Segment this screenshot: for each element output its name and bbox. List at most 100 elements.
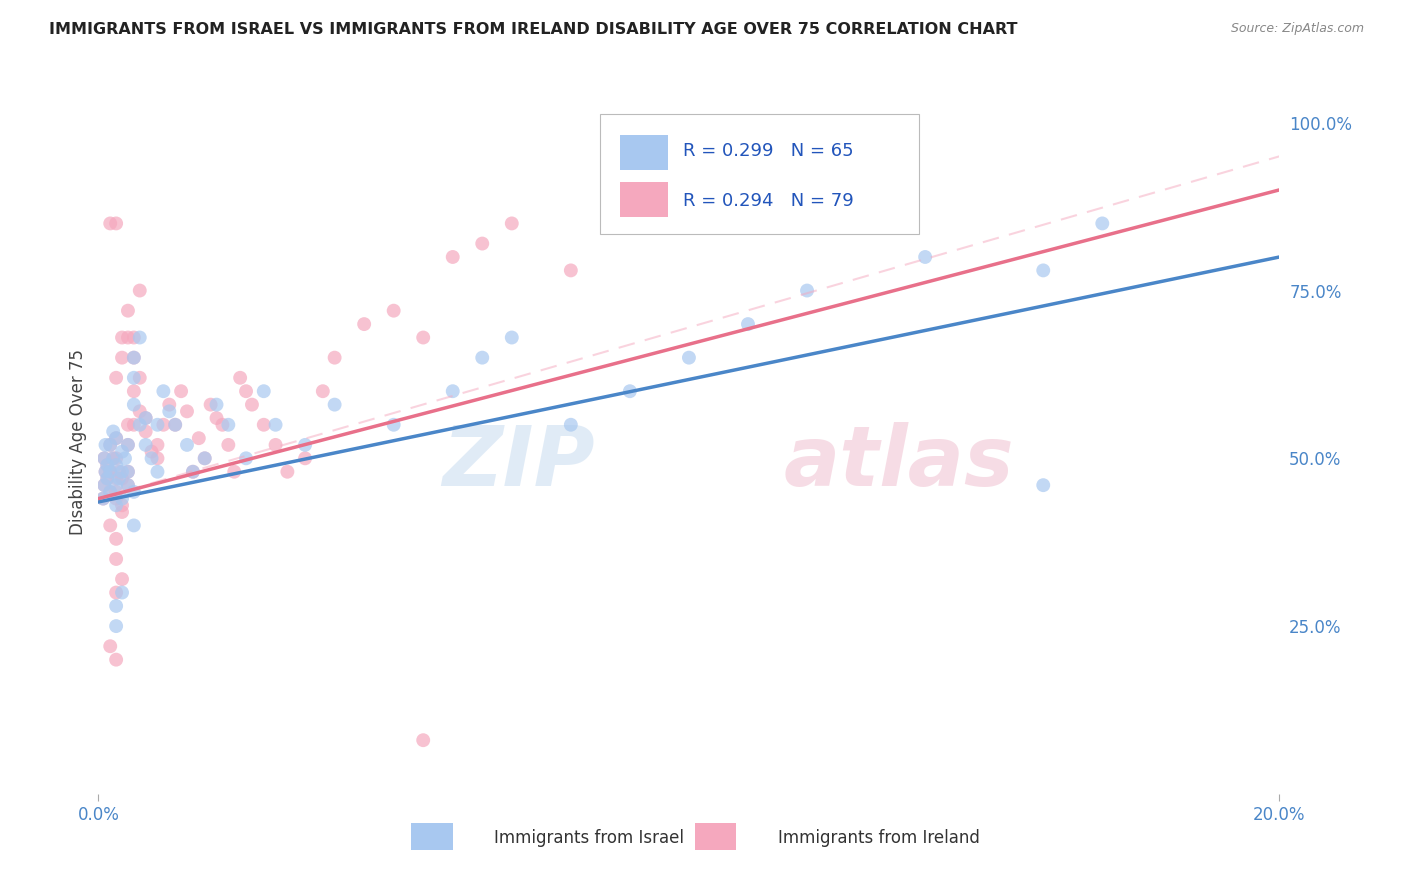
Point <box>93 451 115 466</box>
Point <box>105 451 128 466</box>
Point <box>412 733 434 747</box>
Point <box>157 404 180 418</box>
Point <box>181 465 204 479</box>
Point <box>501 330 523 344</box>
Point <box>152 417 174 432</box>
Point <box>105 619 128 633</box>
Point <box>135 411 157 425</box>
Point <box>1091 216 1114 230</box>
Point <box>103 451 125 466</box>
Point <box>229 371 252 385</box>
Point <box>105 491 128 506</box>
Point <box>157 398 180 412</box>
Point <box>122 484 145 499</box>
Point <box>105 585 128 599</box>
Point <box>796 284 818 298</box>
Point <box>122 371 145 385</box>
Point <box>98 484 121 499</box>
Point <box>146 417 169 432</box>
Bar <box>620 135 668 170</box>
Point <box>96 471 118 485</box>
Point <box>135 438 157 452</box>
Point <box>98 438 121 452</box>
Point <box>194 451 217 466</box>
Point <box>105 532 128 546</box>
Text: atlas: atlas <box>783 422 1014 503</box>
Point <box>737 317 759 331</box>
Point <box>98 465 121 479</box>
Point <box>105 653 128 667</box>
Point <box>176 404 198 418</box>
Point <box>176 438 198 452</box>
Point <box>117 330 139 344</box>
Text: R = 0.299   N = 65: R = 0.299 N = 65 <box>683 142 853 161</box>
Point <box>181 465 204 479</box>
Point <box>117 465 139 479</box>
Point <box>235 451 257 466</box>
Point <box>146 451 169 466</box>
Point <box>122 351 145 365</box>
Point <box>382 417 405 432</box>
Point <box>194 451 217 466</box>
Point <box>105 458 128 472</box>
Point <box>323 398 346 412</box>
Point <box>122 384 145 399</box>
Point <box>98 639 121 653</box>
Point <box>1032 478 1054 492</box>
Point <box>135 425 157 439</box>
Bar <box>695 823 737 850</box>
Point <box>108 471 131 485</box>
Point <box>187 431 209 445</box>
Point <box>96 458 118 472</box>
Point <box>128 330 150 344</box>
Point <box>441 384 464 399</box>
Point <box>111 330 134 344</box>
Point <box>146 438 169 452</box>
Point <box>240 398 263 412</box>
Point <box>105 478 128 492</box>
Point <box>111 471 134 485</box>
Point <box>98 465 121 479</box>
Point <box>152 384 174 399</box>
Point <box>441 250 464 264</box>
Point <box>105 599 128 613</box>
Point <box>253 384 276 399</box>
Point <box>264 417 287 432</box>
Point <box>111 585 134 599</box>
Point <box>146 465 169 479</box>
Point <box>165 417 187 432</box>
Point <box>117 465 139 479</box>
Point <box>501 216 523 230</box>
Point <box>560 417 582 432</box>
Point <box>98 518 121 533</box>
Text: ZIP: ZIP <box>441 422 595 503</box>
Point <box>105 431 128 445</box>
Point <box>114 451 136 466</box>
Point <box>98 438 121 452</box>
Point <box>105 498 128 512</box>
Point <box>170 384 193 399</box>
Point <box>105 552 128 566</box>
Point <box>165 417 187 432</box>
Point <box>1032 263 1054 277</box>
Point <box>353 317 375 331</box>
Point <box>323 351 346 365</box>
Point <box>111 465 134 479</box>
Point <box>128 417 150 432</box>
Point <box>96 458 118 472</box>
Point <box>108 465 131 479</box>
Point <box>235 384 257 399</box>
Point <box>217 438 239 452</box>
Point <box>96 471 118 485</box>
Point <box>93 451 115 466</box>
Point <box>98 484 121 499</box>
Bar <box>412 823 453 850</box>
Point <box>217 417 239 432</box>
Bar <box>620 182 668 218</box>
Point <box>914 250 936 264</box>
FancyBboxPatch shape <box>600 114 920 234</box>
Point <box>122 398 145 412</box>
Point <box>117 438 139 452</box>
Point <box>122 417 145 432</box>
Point <box>678 351 700 365</box>
